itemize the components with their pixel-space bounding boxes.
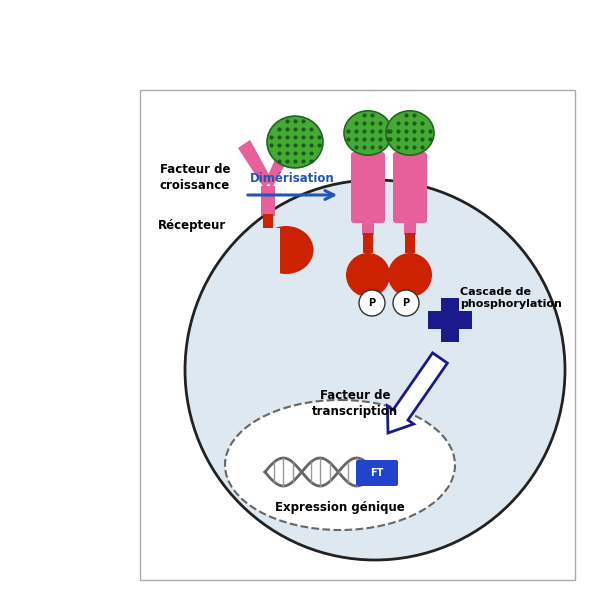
- Ellipse shape: [386, 111, 434, 155]
- Ellipse shape: [267, 116, 323, 168]
- Circle shape: [359, 290, 385, 316]
- Text: Dimérisation: Dimérisation: [249, 172, 334, 185]
- Ellipse shape: [225, 400, 455, 530]
- FancyBboxPatch shape: [393, 152, 427, 223]
- Text: P: P: [368, 298, 376, 308]
- Polygon shape: [238, 140, 272, 188]
- Ellipse shape: [388, 253, 432, 297]
- Text: Cascade de
phosphorylation: Cascade de phosphorylation: [460, 287, 562, 309]
- Circle shape: [393, 290, 419, 316]
- Bar: [258, 228, 280, 278]
- Text: P: P: [403, 298, 409, 308]
- Bar: [404, 217, 416, 235]
- Bar: [363, 233, 373, 253]
- FancyArrow shape: [387, 353, 447, 433]
- FancyBboxPatch shape: [351, 152, 385, 223]
- Bar: [362, 217, 374, 235]
- FancyBboxPatch shape: [356, 460, 398, 486]
- Text: Récepteur: Récepteur: [158, 220, 226, 232]
- Ellipse shape: [185, 180, 565, 560]
- Polygon shape: [266, 148, 290, 188]
- Text: Facteur de
transcription: Facteur de transcription: [312, 389, 398, 418]
- Text: Expression génique: Expression génique: [275, 501, 405, 515]
- Bar: [261, 186, 275, 216]
- Ellipse shape: [259, 226, 313, 274]
- Bar: [441, 298, 459, 342]
- Bar: [428, 311, 472, 329]
- Bar: [263, 214, 273, 236]
- Ellipse shape: [344, 111, 392, 155]
- Ellipse shape: [346, 253, 390, 297]
- Text: Facteur de
croissance: Facteur de croissance: [160, 163, 230, 192]
- Text: FT: FT: [370, 468, 384, 478]
- Bar: [405, 233, 415, 253]
- Bar: [140, 90, 575, 580]
